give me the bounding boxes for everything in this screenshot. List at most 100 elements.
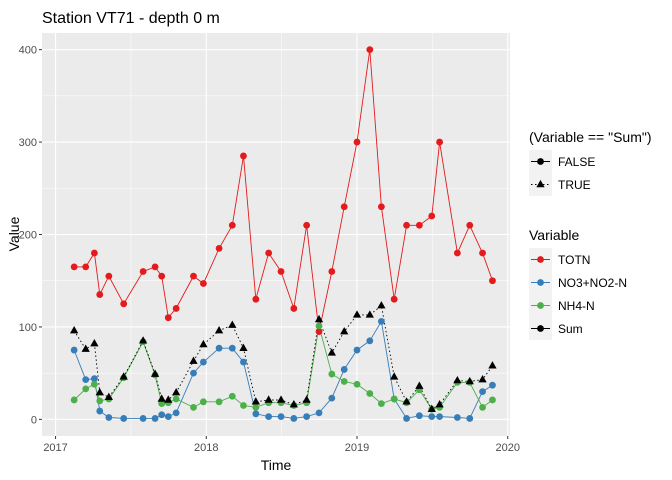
data-point-totn [158, 272, 166, 280]
data-point-no3-no2-n [415, 412, 423, 420]
data-point-no3-no2-n [190, 369, 197, 377]
data-point-sum [264, 395, 273, 403]
data-point-totn [265, 249, 273, 257]
data-point-sum [465, 376, 474, 385]
data-point-sum [453, 375, 462, 384]
data-point-sum [352, 310, 362, 318]
data-point-totn [479, 249, 486, 257]
data-point-no3-no2-n [228, 344, 236, 352]
data-point-nh4-n [353, 380, 361, 388]
data-point-sum [340, 326, 349, 335]
legend-label: TRUE [558, 178, 591, 192]
data-point-nh4-n [90, 380, 98, 388]
data-point-totn [403, 221, 410, 229]
data-point-totn [252, 295, 260, 303]
data-point-totn [277, 268, 285, 275]
data-point-sum [302, 395, 311, 403]
series-points [70, 46, 497, 422]
legend-linetype: (Variable == "Sum") FALSE TRUE [529, 129, 652, 196]
data-point-nh4-n [215, 398, 223, 406]
data-point-no3-no2-n [120, 415, 128, 422]
data-point-sum [239, 343, 248, 351]
data-point-no3-no2-n [366, 337, 374, 345]
data-point-totn [151, 263, 159, 271]
data-point-sum [276, 395, 286, 403]
data-point-no3-no2-n [428, 413, 436, 420]
legend-key-marker [537, 279, 544, 286]
data-point-sum [488, 361, 497, 369]
data-point-sum [189, 356, 198, 364]
y-tick-label: 200 [19, 230, 37, 242]
y-axis-title: Value [6, 216, 22, 251]
data-point-sum [228, 320, 237, 328]
data-point-no3-no2-n [215, 344, 223, 352]
x-tick-label: 2018 [194, 442, 218, 454]
data-point-nh4-n [252, 403, 260, 411]
data-point-totn [315, 328, 323, 335]
data-point-no3-no2-n [265, 413, 273, 420]
data-point-totn [453, 249, 461, 257]
legend-label: FALSE [558, 155, 595, 169]
legend-label: TOTN [558, 253, 590, 267]
data-point-totn [466, 221, 474, 229]
data-point-totn [96, 291, 104, 298]
legend-key-marker [537, 158, 544, 165]
data-point-totn [228, 221, 236, 229]
data-point-sum [150, 369, 160, 377]
legend-label: Sum [558, 322, 583, 336]
data-point-totn [290, 305, 298, 312]
x-axis-title: Time [261, 457, 292, 473]
data-point-totn [172, 305, 180, 312]
data-point-nh4-n [228, 392, 236, 400]
legend-key-marker [537, 256, 544, 263]
legend-label: NO3+NO2-N [558, 276, 627, 290]
data-point-sum [214, 326, 224, 334]
data-point-no3-no2-n [252, 410, 260, 418]
data-point-nh4-n [240, 402, 247, 409]
data-point-no3-no2-n [466, 415, 474, 422]
data-point-totn [428, 212, 436, 220]
x-tick-label: 2020 [495, 442, 519, 454]
data-point-no3-no2-n [164, 413, 172, 420]
data-point-totn [82, 263, 90, 271]
data-point-no3-no2-n [315, 409, 323, 417]
data-point-sum [199, 339, 208, 348]
data-point-nh4-n [479, 403, 486, 411]
data-point-totn [390, 295, 398, 303]
legend-key-marker [537, 325, 544, 332]
data-point-nh4-n [328, 370, 336, 378]
data-point-no3-no2-n [105, 414, 113, 421]
major-gridlines [42, 33, 510, 436]
data-point-totn [105, 272, 113, 280]
chart-title: Station VT71 - depth 0 m [42, 10, 220, 27]
data-point-totn [190, 272, 197, 280]
data-point-no3-no2-n [240, 358, 247, 366]
data-point-sum [365, 310, 374, 318]
series-line-nh4-n [73, 325, 493, 410]
data-point-no3-no2-n [158, 411, 166, 419]
data-point-sum [70, 326, 79, 334]
data-point-totn [366, 46, 374, 54]
data-point-sum [164, 395, 173, 403]
data-point-totn [164, 314, 172, 322]
y-tick-label: 100 [19, 322, 37, 334]
data-point-sum [138, 336, 148, 344]
data-point-no3-no2-n [82, 376, 90, 384]
data-point-totn [120, 300, 128, 308]
data-point-totn [415, 221, 423, 229]
data-point-no3-no2-n [199, 358, 207, 366]
data-point-no3-no2-n [377, 317, 385, 325]
y-tick-label: 0 [31, 414, 37, 426]
data-point-no3-no2-n [70, 346, 78, 354]
data-point-sum [289, 399, 298, 408]
data-point-nh4-n [489, 396, 496, 404]
data-point-totn [377, 203, 385, 211]
y-tick-label: 400 [19, 45, 37, 57]
data-point-nh4-n [70, 396, 78, 404]
data-point-totn [353, 138, 361, 146]
data-point-nh4-n [366, 390, 374, 397]
data-point-nh4-n [172, 395, 180, 403]
data-point-nh4-n [190, 403, 197, 411]
y-axis: 0 100 200 300 400 [19, 45, 42, 426]
